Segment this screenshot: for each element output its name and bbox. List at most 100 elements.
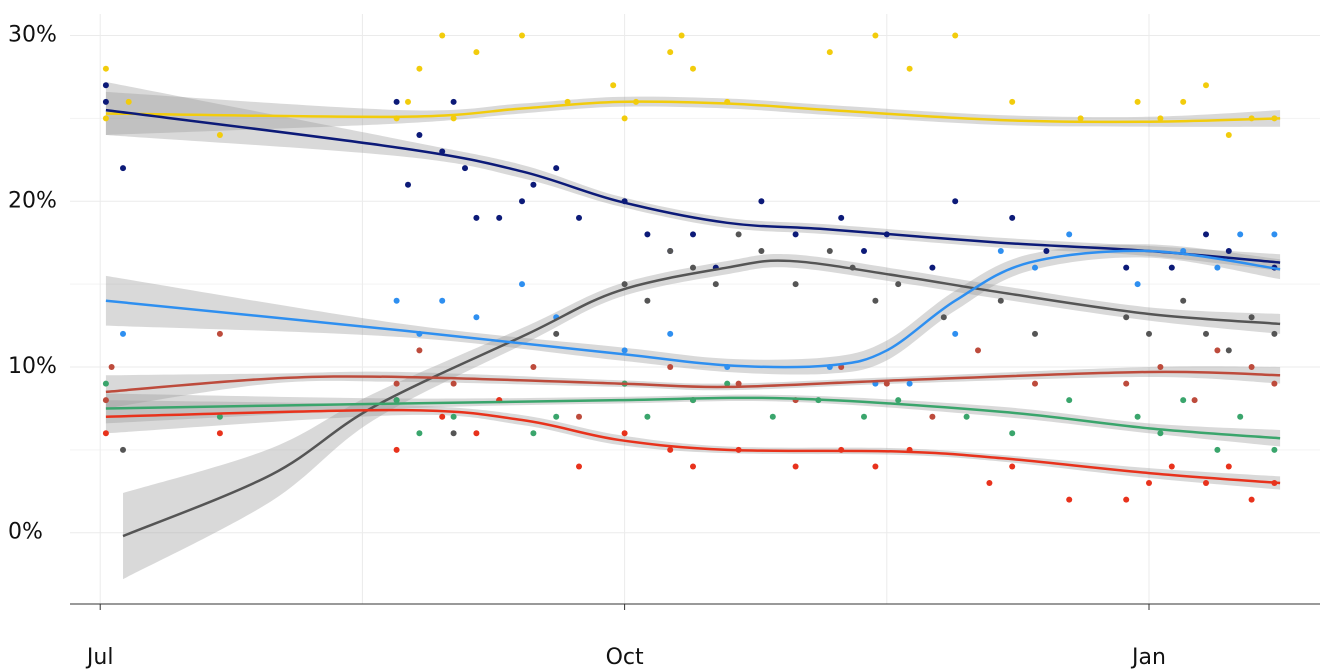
poll-point: [393, 397, 400, 404]
poll-point: [553, 165, 560, 172]
poll-point: [621, 281, 628, 288]
poll-point: [576, 463, 583, 470]
poll-point: [439, 413, 446, 420]
poll-point: [1203, 330, 1210, 337]
poll-point: [667, 364, 674, 371]
poll-point: [906, 380, 913, 387]
poll-point: [1180, 98, 1187, 105]
poll-point: [216, 413, 223, 420]
poll-point: [530, 181, 537, 188]
poll-point: [861, 413, 868, 420]
poll-point: [667, 49, 674, 56]
trend-line: [105, 396, 1281, 440]
poll-point: [872, 463, 879, 470]
poll-point: [519, 198, 526, 205]
confidence-band: [123, 253, 1281, 580]
poll-point: [416, 65, 423, 72]
poll-point: [120, 446, 127, 453]
x-tick-label: Jul: [85, 645, 114, 669]
poll-point: [102, 397, 109, 404]
poll-point: [519, 281, 526, 288]
poll-point: [120, 330, 127, 337]
poll-point: [1237, 413, 1244, 420]
poll-point: [102, 380, 109, 387]
poll-point: [667, 446, 674, 453]
poll-point: [621, 115, 628, 122]
confidence-band: [105, 244, 1281, 375]
poll-point: [216, 330, 223, 337]
poll-point: [530, 430, 537, 437]
poll-point: [792, 231, 799, 238]
poll-point: [1225, 247, 1232, 254]
poll-point: [1225, 347, 1232, 354]
poll-point: [473, 49, 480, 56]
x-tick-label: Oct: [606, 645, 644, 669]
poll-point: [1214, 264, 1221, 271]
y-tick-label: 0%: [8, 520, 43, 545]
poll-point: [1009, 214, 1016, 221]
poll-point: [120, 165, 127, 172]
poll-point: [102, 65, 109, 72]
poll-point: [1248, 496, 1255, 503]
poll-point: [1134, 98, 1141, 105]
poll-point: [792, 463, 799, 470]
poll-point: [792, 281, 799, 288]
poll-point: [1168, 264, 1175, 271]
trend-line: [105, 408, 1281, 485]
poll-point: [450, 98, 457, 105]
poll-point: [1214, 446, 1221, 453]
poll-point: [1066, 496, 1073, 503]
poll-point: [405, 98, 412, 105]
poll-point: [929, 264, 936, 271]
poll-point: [758, 198, 765, 205]
poll-point: [576, 214, 583, 221]
poll-point: [861, 247, 868, 254]
poll-point: [564, 98, 571, 105]
poll-point: [1123, 264, 1130, 271]
poll-point: [1168, 463, 1175, 470]
poll-point: [405, 181, 412, 188]
x-tick-label: Jan: [1130, 645, 1166, 669]
poll-point: [393, 98, 400, 105]
poll-point: [644, 231, 651, 238]
poll-point: [393, 380, 400, 387]
poll-point: [1134, 281, 1141, 288]
poll-point: [1123, 496, 1130, 503]
poll-point: [553, 413, 560, 420]
poll-point: [610, 82, 617, 89]
poll-point: [1203, 231, 1210, 238]
poll-point: [216, 430, 223, 437]
poll-point: [735, 380, 742, 387]
poll-point: [1248, 314, 1255, 321]
poll-point: [439, 297, 446, 304]
poll-point: [450, 413, 457, 420]
poll-point: [690, 463, 697, 470]
poll-point: [416, 131, 423, 138]
poll-point: [473, 430, 480, 437]
poll-point: [690, 264, 697, 271]
poll-point: [872, 32, 879, 39]
poll-point: [712, 281, 719, 288]
poll-point: [1271, 446, 1278, 453]
points: [102, 32, 1278, 503]
poll-point: [1032, 330, 1039, 337]
poll-point: [963, 413, 970, 420]
confidence-band: [105, 393, 1281, 447]
trend-line: [122, 259, 1281, 538]
poll-point: [393, 446, 400, 453]
poll-point: [952, 32, 959, 39]
poll-point: [102, 115, 109, 122]
poll-point: [895, 281, 902, 288]
poll-point: [1157, 430, 1164, 437]
trend-line: [105, 108, 1281, 264]
poll-point: [1032, 264, 1039, 271]
lines: [105, 100, 1281, 538]
poll-point: [621, 430, 628, 437]
poll-point: [906, 65, 913, 72]
poll-point: [1032, 380, 1039, 387]
poll-point: [1134, 413, 1141, 420]
poll-point: [667, 247, 674, 254]
trend-line: [105, 370, 1281, 394]
poll-point: [450, 430, 457, 437]
